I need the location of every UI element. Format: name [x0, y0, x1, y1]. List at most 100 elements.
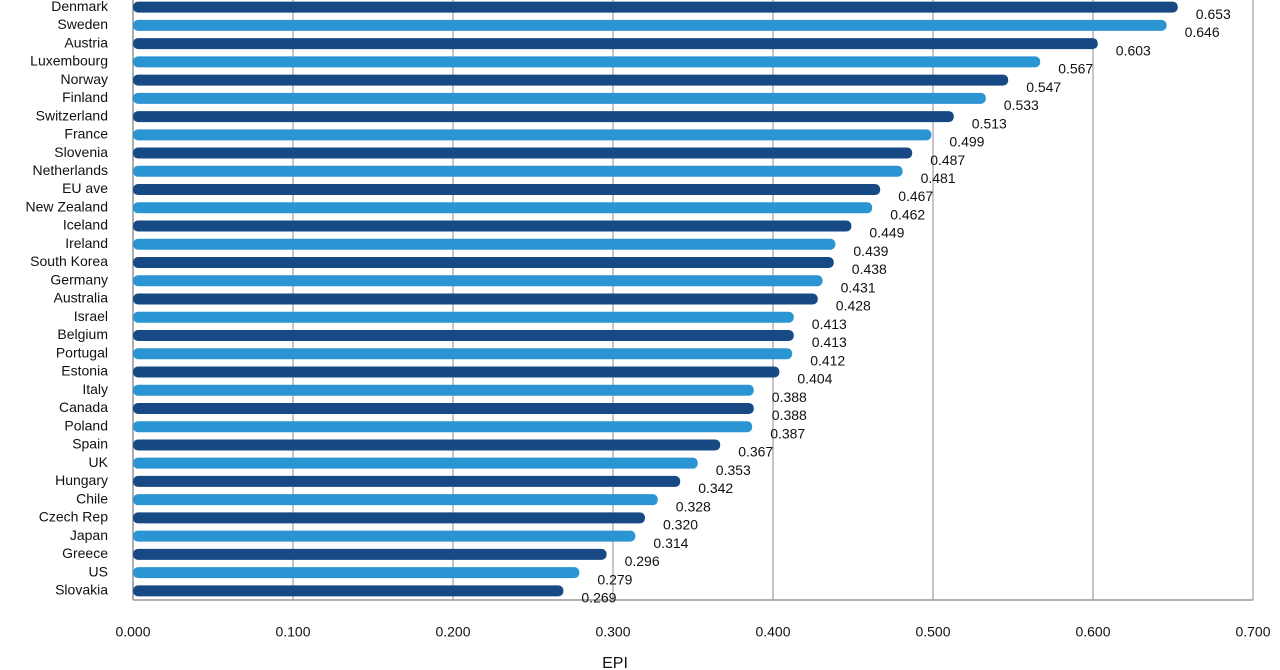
bar [133, 329, 794, 341]
value-label: 0.439 [853, 243, 888, 259]
y-tick-label: Denmark [51, 0, 109, 14]
y-tick-label: EU ave [62, 180, 108, 196]
bar [133, 257, 834, 269]
y-tick-label: Hungary [55, 472, 108, 488]
bar [133, 184, 881, 196]
value-label: 0.467 [898, 188, 933, 204]
bar [133, 129, 932, 141]
y-tick-label: Estonia [61, 363, 108, 379]
bar [133, 275, 823, 287]
y-tick-label: Finland [62, 89, 108, 105]
y-tick-label: UK [89, 454, 109, 470]
x-tick-label: 0.400 [755, 624, 790, 640]
value-label: 0.603 [1116, 42, 1151, 58]
y-tick-label: Czech Rep [39, 509, 108, 525]
y-tick-label: New Zealand [26, 198, 109, 214]
bar [133, 202, 873, 214]
y-tick-label: Portugal [56, 344, 108, 360]
y-tick-label: Ireland [65, 235, 108, 251]
value-label: 0.428 [836, 298, 871, 314]
x-tick-label: 0.500 [915, 624, 950, 640]
bar [133, 439, 721, 451]
value-label: 0.646 [1185, 24, 1220, 40]
value-label: 0.567 [1058, 61, 1093, 77]
y-tick-label: Germany [50, 271, 108, 287]
bar [133, 512, 645, 524]
value-label: 0.547 [1026, 79, 1061, 95]
x-tick-label: 0.100 [275, 624, 310, 640]
value-label: 0.367 [738, 444, 773, 460]
y-tick-label: Chile [76, 490, 108, 506]
bar [133, 74, 1009, 86]
value-label: 0.487 [930, 152, 965, 168]
bar [133, 38, 1098, 50]
y-tick-label: Poland [64, 417, 108, 433]
bar [133, 56, 1041, 68]
x-tick-label: 0.700 [1235, 624, 1270, 640]
y-tick-label: Iceland [63, 217, 108, 233]
bar [133, 548, 607, 560]
value-label: 0.462 [890, 206, 925, 222]
bar [133, 384, 754, 396]
y-tick-label: Netherlands [33, 162, 109, 178]
bar [133, 111, 954, 123]
bar [133, 165, 903, 177]
y-tick-label: Slovakia [55, 582, 108, 598]
y-tick-label: Sweden [57, 16, 108, 32]
x-tick-label: 0.300 [595, 624, 630, 640]
bar [133, 585, 564, 597]
y-tick-label: Israel [74, 308, 108, 324]
x-tick-label: 0.600 [1075, 624, 1110, 640]
bar [133, 366, 780, 378]
bar [133, 421, 753, 433]
y-tick-label: Spain [72, 436, 108, 452]
value-label: 0.533 [1004, 97, 1039, 113]
y-tick-label: Switzerland [36, 107, 108, 123]
y-tick-label: Luxembourg [30, 53, 108, 69]
y-tick-label: Japan [70, 527, 108, 543]
y-tick-label: Belgium [57, 326, 108, 342]
y-tick-label: Slovenia [54, 144, 108, 160]
value-label: 0.388 [772, 407, 807, 423]
value-label: 0.314 [653, 535, 688, 551]
x-axis-title: EPI [602, 655, 628, 670]
value-label: 0.449 [869, 225, 904, 241]
bar [133, 457, 698, 469]
value-label: 0.513 [972, 115, 1007, 131]
bar [133, 530, 636, 542]
bar [133, 1, 1178, 13]
value-label: 0.388 [772, 389, 807, 405]
value-label: 0.653 [1196, 6, 1231, 22]
y-tick-label: France [64, 126, 108, 142]
bar [133, 293, 818, 305]
y-tick-label: Canada [59, 399, 108, 415]
x-tick-label: 0.200 [435, 624, 470, 640]
bar [133, 494, 658, 506]
value-label: 0.269 [581, 590, 616, 606]
x-tick-label: 0.000 [115, 624, 150, 640]
value-label: 0.279 [597, 571, 632, 587]
value-label: 0.413 [812, 334, 847, 350]
value-label: 0.499 [949, 134, 984, 150]
bar [133, 92, 986, 104]
bar [133, 475, 681, 487]
y-tick-label: Italy [82, 381, 108, 397]
y-tick-label: Australia [54, 290, 109, 306]
bar [133, 147, 913, 159]
value-label: 0.413 [812, 316, 847, 332]
y-tick-label: US [89, 563, 108, 579]
value-label: 0.387 [770, 425, 805, 441]
y-tick-label: Norway [61, 71, 108, 87]
y-tick-label: Greece [62, 545, 108, 561]
value-label: 0.328 [676, 498, 711, 514]
value-label: 0.438 [852, 261, 887, 277]
bar [133, 348, 793, 360]
value-label: 0.412 [810, 352, 845, 368]
bar [133, 402, 754, 414]
value-label: 0.481 [921, 170, 956, 186]
y-tick-label: South Korea [30, 253, 108, 269]
value-label: 0.296 [625, 553, 660, 569]
value-label: 0.342 [698, 480, 733, 496]
value-label: 0.431 [841, 279, 876, 295]
